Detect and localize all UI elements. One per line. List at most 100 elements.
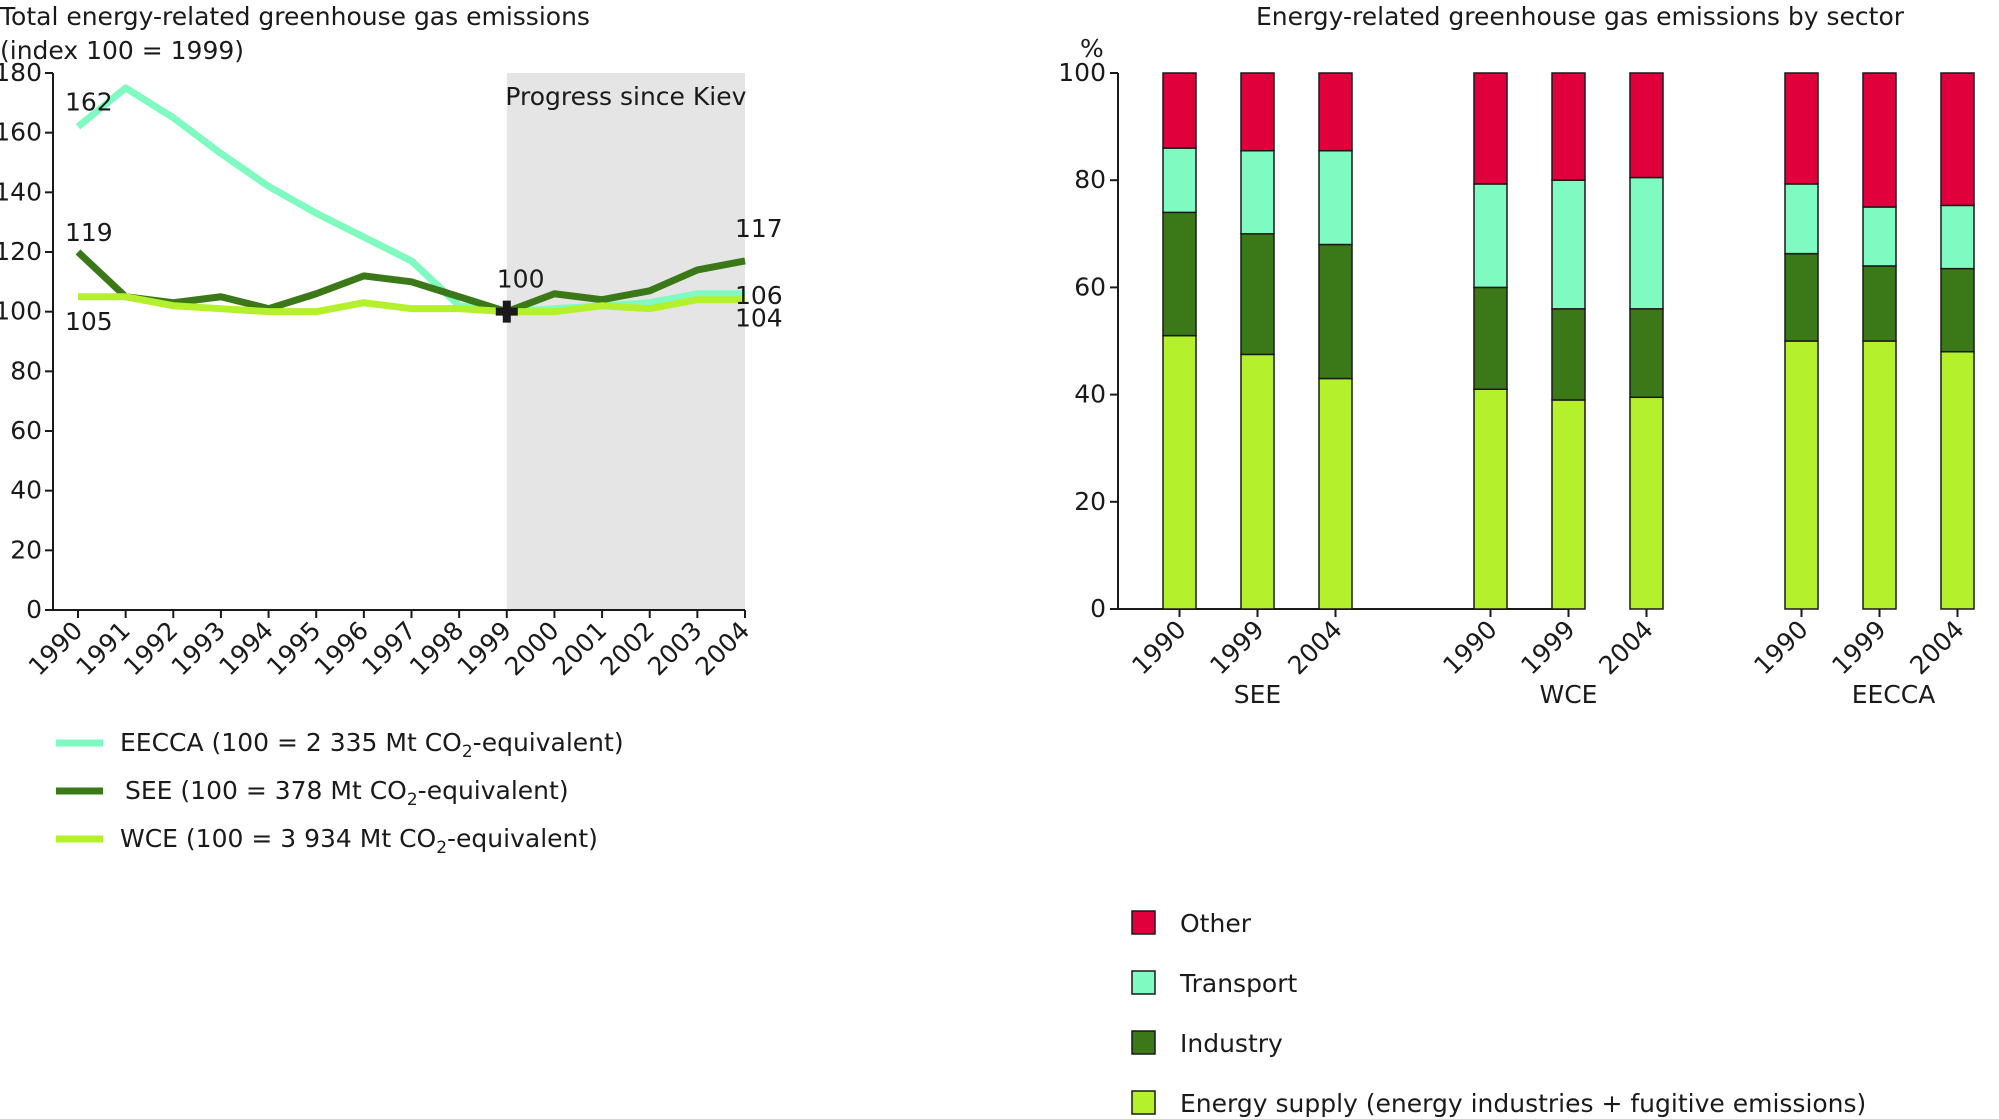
y-tick-label: 160 (0, 118, 42, 147)
bar-segment-industry (1784, 252, 1819, 342)
y-tick-label: 180 (0, 58, 42, 87)
bar-chart-title: Energy-related greenhouse gas emissions … (1256, 2, 1905, 31)
bar-segment-energy (1862, 340, 1897, 610)
line-chart-shaded-region: Progress since Kiev (505, 73, 747, 610)
bar-chart-ylabel: % (1080, 34, 1104, 63)
data-label: 119 (65, 218, 113, 247)
y-tick-label: 20 (10, 535, 42, 564)
bar-segment-other (1162, 72, 1197, 149)
bar-segment-other (1473, 72, 1508, 185)
legend-label: SEE (100 = 378 Mt CO2-equivalent) (125, 776, 569, 810)
bar-chart-bars (1162, 72, 1975, 610)
bar-segment-transport (1162, 147, 1197, 214)
group-label: EECCA (1852, 680, 1936, 709)
y-tick-label: 20 (1074, 487, 1106, 516)
y-tick-label: 140 (0, 177, 42, 206)
x-tick-label: 1999 (1204, 615, 1269, 680)
data-label: 100 (497, 265, 545, 294)
data-label: 162 (65, 88, 113, 117)
x-tick-label: 1992 (118, 616, 183, 681)
legend-label: Other (1180, 909, 1252, 938)
x-tick-label: 1999 (452, 616, 517, 681)
bar-segment-energy (1784, 340, 1819, 610)
bar-segment-other (1318, 72, 1353, 152)
bar-segment-industry (1318, 243, 1353, 380)
line-chart-title: Total energy-related greenhouse gas emis… (0, 2, 590, 31)
bar-segment-energy (1551, 399, 1586, 610)
bar-segment-industry (1940, 267, 1975, 353)
bar-segment-transport (1240, 149, 1275, 235)
bar-segment-industry (1240, 233, 1275, 356)
legend-label: Industry (1180, 1029, 1283, 1058)
bar-segment-energy (1940, 350, 1975, 610)
legend-label: WCE (100 = 3 934 Mt CO2-equivalent) (120, 824, 598, 858)
bar-segment-transport (1473, 183, 1508, 289)
group-label: SEE (1234, 680, 1281, 709)
legend-label: Transport (1179, 969, 1298, 998)
line-chart-legend: EECCA (100 = 2 335 Mt CO2-equivalent) SEE… (56, 728, 624, 858)
legend-label: Energy supply (energy industries + fugit… (1180, 1089, 1866, 1118)
legend-swatch (1131, 1090, 1156, 1115)
data-label: 104 (735, 304, 783, 333)
bar-segment-other (1784, 72, 1819, 185)
bar-segment-other (1551, 72, 1586, 181)
legend-swatch (1131, 1030, 1156, 1055)
bar-segment-other (1940, 72, 1975, 207)
x-tick-label: 1991 (70, 616, 135, 681)
bar-chart-legend: Other Transport Industry Energy supply (ene… (1131, 909, 1866, 1118)
bar-segment-energy (1629, 396, 1664, 610)
bar-segment-industry (1629, 308, 1664, 399)
shaded-region-rect (506, 73, 745, 610)
bar-segment-other (1240, 72, 1275, 152)
data-label: 106 (735, 281, 783, 310)
bar-segment-transport (1318, 149, 1353, 246)
bar-segment-other (1629, 72, 1664, 179)
shaded-region-label: Progress since Kiev (505, 82, 746, 111)
bar-segment-energy (1318, 377, 1353, 610)
line-chart-series (75, 84, 746, 323)
series-line-see (75, 249, 746, 316)
y-tick-label: 0 (26, 595, 42, 624)
bar-segment-transport (1784, 183, 1819, 255)
y-tick-label: 80 (10, 356, 42, 385)
series-line-eecca (75, 84, 745, 316)
y-tick-label: 0 (1090, 594, 1106, 623)
x-tick-label: 1990 (23, 616, 88, 681)
x-tick-label: 2004 (690, 616, 755, 681)
x-tick-label: 1993 (166, 616, 231, 681)
bar-segment-other (1862, 72, 1897, 208)
y-tick-label: 40 (10, 476, 42, 505)
x-tick-label: 1990 (1437, 615, 1502, 680)
x-tick-label: 1995 (261, 616, 326, 681)
group-label: WCE (1540, 680, 1598, 709)
x-tick-label: 1999 (1515, 615, 1580, 680)
y-tick-label: 80 (1074, 165, 1106, 194)
x-tick-label: 2003 (642, 616, 707, 681)
bar-segment-transport (1862, 206, 1897, 267)
y-tick-label: 40 (1074, 380, 1106, 409)
x-tick-label: 1996 (309, 616, 374, 681)
y-tick-label: 60 (10, 416, 42, 445)
y-tick-label: 60 (1074, 272, 1106, 301)
x-tick-label: 1990 (1126, 615, 1191, 680)
x-tick-label: 1994 (213, 616, 278, 681)
y-tick-label: 100 (1058, 58, 1106, 87)
x-tick-label: 2004 (1282, 615, 1347, 680)
bar-segment-energy (1473, 388, 1508, 610)
x-tick-label: 2004 (1904, 615, 1969, 680)
plus-marker (495, 300, 518, 323)
legend-swatch (1131, 910, 1156, 935)
x-tick-label: 2001 (547, 616, 612, 681)
x-tick-label: 1997 (356, 616, 421, 681)
line-chart: Total energy-related greenhouse gas emis… (0, 2, 783, 858)
bar-segment-energy (1162, 334, 1197, 610)
x-tick-label: 1990 (1748, 615, 1813, 680)
bar-segment-industry (1862, 265, 1897, 342)
y-tick-label: 100 (0, 297, 42, 326)
legend-swatch (1131, 970, 1156, 995)
bar-segment-industry (1551, 308, 1586, 401)
line-chart-subtitle: (index 100 = 1999) (0, 36, 244, 65)
legend-label: EECCA (100 = 2 335 Mt CO2-equivalent) (120, 728, 624, 762)
